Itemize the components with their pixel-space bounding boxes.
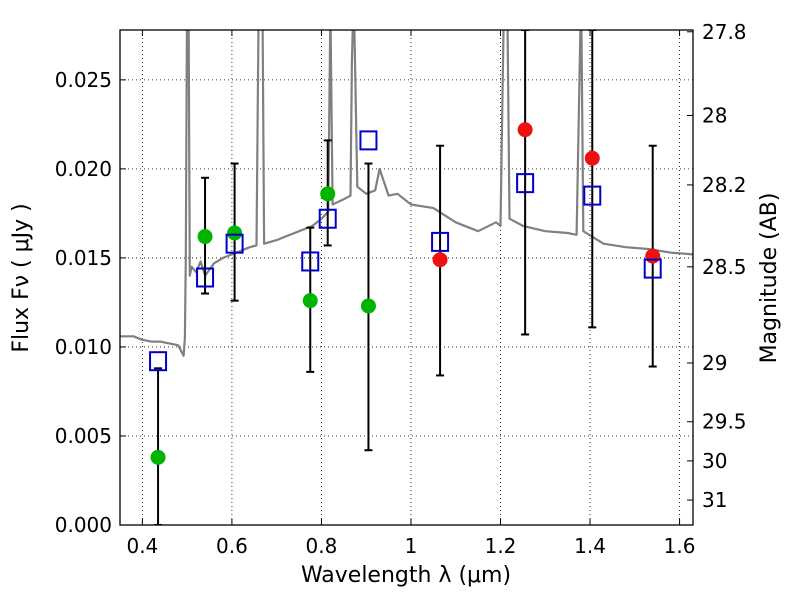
x-tick-label: 0.8 bbox=[306, 534, 338, 558]
flux-point bbox=[432, 252, 448, 268]
right-tick-label: 29 bbox=[702, 351, 727, 375]
model-point bbox=[318, 208, 337, 229]
flux-point bbox=[584, 150, 600, 166]
flux-point bbox=[302, 293, 318, 309]
model-point bbox=[196, 267, 215, 288]
y-axis-label: Flux Fν ( μJy ) bbox=[9, 203, 34, 352]
x-axis-label: Wavelength λ (μm) bbox=[301, 563, 511, 588]
flux-point bbox=[517, 122, 533, 138]
model-point bbox=[359, 130, 378, 151]
right-tick-label: 29.5 bbox=[702, 410, 747, 434]
template-spectrum-line bbox=[120, 30, 693, 357]
grid bbox=[120, 30, 693, 526]
right-tick-label: 31 bbox=[702, 488, 727, 512]
y-tick-label: 0.005 bbox=[55, 424, 112, 448]
flux-point bbox=[150, 449, 166, 465]
right-tick-label: 28.2 bbox=[702, 173, 747, 197]
plot-frame bbox=[119, 29, 694, 526]
flux-point bbox=[320, 186, 336, 202]
model-point bbox=[301, 251, 320, 272]
right-axis-label: Magnitude (AB) bbox=[757, 193, 782, 364]
x-tick-label: 0.6 bbox=[216, 534, 248, 558]
model-point bbox=[516, 173, 535, 194]
spectrum-layer bbox=[120, 30, 693, 357]
flux-point bbox=[360, 298, 376, 314]
x-tick-label: 1 bbox=[405, 534, 418, 558]
y-tick-label: 0.010 bbox=[55, 335, 112, 359]
y-tick-label: 0.000 bbox=[55, 513, 112, 537]
x-tick-label: 1.6 bbox=[664, 534, 696, 558]
flux-point bbox=[645, 248, 661, 264]
right-tick-label: 28.5 bbox=[702, 255, 747, 279]
y-tick-label: 0.015 bbox=[55, 246, 112, 270]
model-point bbox=[431, 231, 450, 252]
y-tick-label: 0.025 bbox=[55, 68, 112, 92]
model-point bbox=[583, 185, 602, 206]
model-point bbox=[225, 233, 244, 254]
axes: 0.4 0.6 0.8 1 1.2 1.4 1.6 0.000 0.005 0.010 0.015 0… bbox=[55, 20, 747, 558]
right-tick-label: 27.8 bbox=[702, 20, 747, 44]
x-tick-label: 0.4 bbox=[126, 534, 158, 558]
model-point bbox=[643, 258, 662, 279]
flux-point bbox=[197, 229, 213, 245]
x-tick-label: 1.4 bbox=[574, 534, 606, 558]
flux-point bbox=[227, 225, 243, 241]
x-tick-label: 1.2 bbox=[485, 534, 517, 558]
right-tick-label: 28 bbox=[702, 103, 727, 127]
model-point bbox=[149, 351, 168, 372]
right-tick-label: 30 bbox=[702, 449, 727, 473]
markers-layer bbox=[149, 122, 662, 465]
y-tick-label: 0.020 bbox=[55, 157, 112, 181]
